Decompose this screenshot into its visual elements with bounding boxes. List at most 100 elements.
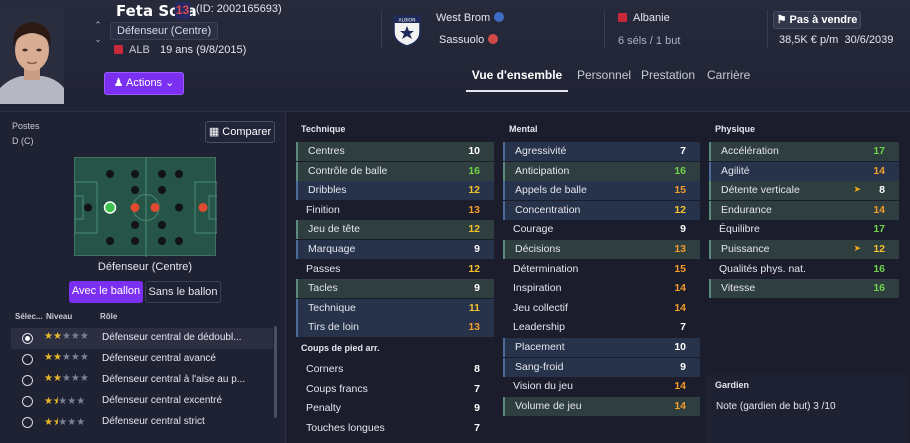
attribute-row[interactable]: Leadership 7 [503, 318, 700, 337]
role-row[interactable]: ★★★★★ Défenseur central de dédoubl... [11, 328, 273, 349]
attribute-name: Touches longues [306, 421, 385, 434]
attribute-row[interactable]: Contrôle de balle 16 [296, 161, 494, 181]
role-rating-stars: ★⯨★★★ [44, 415, 85, 432]
col-role-header[interactable]: Rôle [100, 312, 118, 321]
attribute-row[interactable]: Volume de jeu 14 [503, 396, 700, 416]
attribute-row[interactable]: Penalty 9 [296, 399, 494, 418]
attribute-row[interactable]: Décisions 13 [503, 240, 700, 259]
attribute-row[interactable]: Inspiration 14 [503, 279, 700, 298]
attribute-name: Contrôle de balle [308, 164, 388, 177]
positions-label: Postes [12, 121, 40, 131]
attribute-row[interactable]: Passes 12 [296, 260, 494, 279]
player-header: ⌃ ⌄ Feta Sota 13 (ID: 2002165693) Défens… [0, 0, 910, 112]
attribute-value: 14 [674, 301, 686, 314]
attribute-row[interactable]: Qualités phys. nat. 16 [709, 260, 899, 279]
attribute-row[interactable]: Jeu collectif 14 [503, 299, 700, 318]
attribute-row[interactable]: Vision du jeu 14 [503, 377, 700, 396]
attribute-row[interactable]: Endurance 14 [709, 200, 899, 220]
attribute-row[interactable]: Technique 11 [296, 298, 494, 318]
divider [381, 10, 382, 48]
attribute-row[interactable]: Accélération 17 [709, 142, 899, 161]
role-row[interactable]: ★⯨★★★ Défenseur central strict [11, 412, 273, 433]
attribute-value: 13 [468, 321, 480, 334]
role-row[interactable]: ★★★★★ Défenseur central à l'aise au p... [11, 370, 273, 391]
role-radio[interactable] [22, 396, 33, 407]
club-main[interactable]: West Brom [436, 12, 505, 24]
attribute-value: 9 [474, 282, 480, 295]
compare-button[interactable]: ▦ Comparer [205, 121, 275, 143]
position-pitch[interactable] [74, 157, 218, 257]
transfer-status-button[interactable]: ⚑ Pas à vendre [773, 11, 861, 29]
compare-label: Comparer [222, 126, 272, 138]
attribute-value: 12 [468, 223, 480, 236]
col-level-header[interactable]: Niveau [46, 312, 73, 321]
attribute-row[interactable]: Marquage 9 [296, 240, 494, 259]
attribute-row[interactable]: Finition 13 [296, 201, 494, 220]
role-radio[interactable] [22, 333, 33, 344]
attribute-row[interactable]: Sang-froid 9 [503, 357, 700, 377]
chevron-up-icon[interactable]: ⌃ [94, 20, 102, 30]
tag-icon: ⚑ [776, 14, 787, 26]
without-ball-tab[interactable]: Sans le ballon [145, 281, 221, 303]
nation-name[interactable]: Albanie [633, 12, 670, 24]
attribute-row[interactable]: Courage 9 [503, 220, 700, 239]
role-radio[interactable] [22, 354, 33, 365]
with-ball-tab[interactable]: Avec le ballon [69, 281, 143, 303]
club-loan-name[interactable]: Sassuolo [439, 34, 485, 46]
albania-flag-icon [618, 13, 627, 22]
attribute-row[interactable]: Concentration 12 [503, 200, 700, 220]
star-icon: ★ [61, 331, 71, 342]
attribute-row[interactable]: Touches longues 7 [296, 419, 494, 438]
attribute-row[interactable]: Dribbles 12 [296, 181, 494, 201]
tab-personal[interactable]: Personnel [577, 68, 632, 82]
person-icon: ♟ [113, 77, 124, 89]
role-radio[interactable] [22, 375, 33, 386]
attribute-row[interactable]: Coups francs 7 [296, 380, 494, 399]
attribute-row[interactable]: Détermination 15 [503, 260, 700, 279]
attribute-row[interactable]: Agressivité 7 [503, 142, 700, 161]
club-crest-icon[interactable]: ALBION [392, 13, 422, 47]
attribute-name: Tacles [308, 282, 338, 295]
attribute-name: Coups francs [306, 382, 368, 395]
international-caps: 6 séls / 1 but [618, 35, 681, 47]
attribute-row[interactable]: Détente verticale ➤ 8 [709, 181, 899, 201]
tab-performance[interactable]: Prestation [641, 68, 696, 82]
chevron-down-icon: ⌄ [165, 77, 175, 89]
nation-info[interactable]: Albanie [618, 12, 670, 24]
attribute-row[interactable]: Jeu de tête 12 [296, 220, 494, 240]
club-main-name[interactable]: West Brom [436, 12, 491, 24]
col-select-header[interactable]: Sélec... [15, 312, 43, 321]
tab-career[interactable]: Carrière [707, 68, 751, 82]
goalkeeper-rating-value: 3 /10 [813, 401, 836, 412]
attribute-value: 17 [873, 145, 885, 157]
attribute-row[interactable]: Placement 10 [503, 338, 700, 357]
star-icon: ★ [52, 373, 62, 384]
player-nav-arrows[interactable]: ⌃ ⌄ [92, 18, 104, 46]
attribute-value: 12 [468, 262, 480, 275]
attribute-value: 13 [468, 203, 480, 216]
attribute-name: Appels de balle [515, 184, 587, 197]
role-name: Défenseur central de dédoubl... [102, 332, 242, 343]
attribute-row[interactable]: Tirs de loin 13 [296, 318, 494, 338]
attribute-row[interactable]: Centres 10 [296, 142, 494, 161]
chevron-down-icon[interactable]: ⌄ [94, 34, 102, 44]
attribute-row[interactable]: Équilibre 17 [709, 220, 899, 239]
tab-overview[interactable]: Vue d'ensemble [466, 63, 568, 92]
attribute-value: 14 [674, 282, 686, 295]
attribute-row[interactable]: Tacles 9 [296, 279, 494, 299]
attribute-row[interactable]: Anticipation 16 [503, 161, 700, 181]
role-row[interactable]: ★★★★★ Défenseur central avancé [11, 349, 273, 370]
attribute-row[interactable]: Puissance ➤ 12 [709, 240, 899, 259]
attribute-name: Placement [515, 341, 565, 353]
divider [767, 10, 768, 48]
attribute-row[interactable]: Appels de balle 15 [503, 181, 700, 201]
role-radio[interactable] [22, 417, 33, 428]
attribute-row[interactable]: Agilité 14 [709, 161, 899, 181]
actions-button[interactable]: ♟ Actions ⌄ [104, 72, 184, 95]
club-loan[interactable]: Sassuolo [439, 34, 499, 46]
attribute-row[interactable]: Corners 8 [296, 360, 494, 379]
attribute-row[interactable]: Vitesse 16 [709, 279, 899, 299]
role-list-scrollbar[interactable] [274, 326, 277, 418]
star-icon: ★ [58, 417, 68, 428]
role-row[interactable]: ★⯨★★★ Défenseur central excentré [11, 391, 273, 412]
